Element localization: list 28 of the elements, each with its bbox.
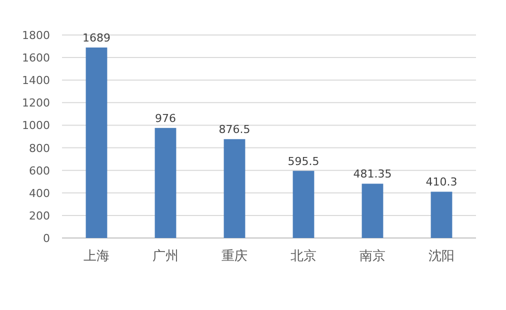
y-tick-label: 800	[29, 142, 50, 155]
bar	[224, 139, 246, 238]
y-tick-label: 1400	[22, 74, 50, 88]
x-tick-label: 广州	[152, 249, 178, 264]
bar	[86, 48, 108, 238]
y-tick-label: 1800	[22, 29, 50, 42]
x-tick-label: 重庆	[222, 249, 248, 264]
bar	[430, 192, 452, 238]
y-tick-label: 1600	[22, 52, 50, 65]
x-tick-label: 北京	[290, 249, 316, 264]
bar	[292, 170, 314, 238]
y-tick-label: 400	[29, 186, 50, 200]
x-tick-label: 沈阳	[428, 249, 454, 264]
data-label: 595.5	[288, 154, 320, 168]
data-label: 1689	[82, 32, 110, 45]
y-tick-label: 0	[43, 232, 50, 245]
data-label: 976	[155, 112, 176, 125]
data-label: 876.5	[218, 123, 250, 136]
y-tick-label: 200	[29, 209, 50, 222]
y-tick-label: 1000	[22, 119, 50, 132]
y-tick-label: 1200	[22, 96, 50, 110]
x-tick-label: 上海	[84, 249, 110, 264]
x-tick-label: 南京	[360, 249, 386, 264]
data-label: 481.35	[353, 168, 392, 181]
y-tick-label: 600	[29, 164, 50, 178]
bar	[362, 184, 384, 238]
data-label: 410.3	[426, 176, 458, 189]
bar	[154, 128, 176, 238]
